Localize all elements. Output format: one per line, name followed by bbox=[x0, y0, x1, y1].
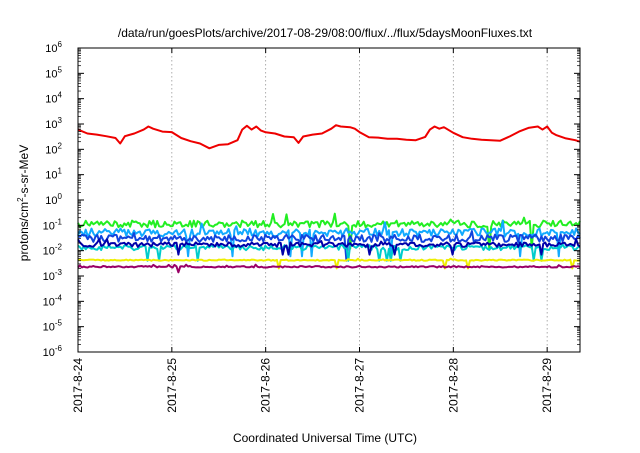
y-tick-label: 10-3 bbox=[43, 268, 63, 283]
x-axis-label: Coordinated Universal Time (UTC) bbox=[233, 431, 417, 445]
series-group bbox=[77, 124, 581, 274]
series-line-8 bbox=[77, 263, 581, 274]
y-tick-label: 101 bbox=[45, 167, 62, 182]
y-tick-label: 10-2 bbox=[43, 243, 63, 258]
series-line-4 bbox=[77, 230, 581, 262]
y-axis-label: protons/cm2-s-sr-MeV bbox=[16, 145, 31, 261]
y-tick-label: 104 bbox=[45, 91, 62, 106]
y-tick-label: 10-1 bbox=[43, 217, 63, 232]
y-tick-label: 102 bbox=[45, 141, 62, 156]
series-line-1 bbox=[77, 124, 581, 150]
series-line-3 bbox=[77, 219, 581, 258]
x-tick-label: 2017-8-27 bbox=[352, 358, 366, 413]
y-tick-label: 100 bbox=[45, 192, 62, 207]
y-tick-label: 106 bbox=[45, 40, 62, 55]
plot-frame bbox=[77, 47, 581, 353]
grid-lines bbox=[77, 48, 548, 352]
y-tick-label: 10-6 bbox=[43, 344, 63, 359]
x-tick-label: 2017-8-24 bbox=[71, 358, 85, 413]
series-line-5 bbox=[77, 243, 581, 262]
x-tick-label: 2017-8-28 bbox=[446, 358, 460, 413]
x-tick-label: 2017-8-26 bbox=[259, 358, 273, 413]
chart-title: /data/run/goesPlots/archive/2017-08-29/0… bbox=[118, 26, 533, 40]
y-axis-label-rest: -s-sr-MeV bbox=[17, 145, 31, 198]
x-tick-label: 2017-8-25 bbox=[165, 358, 179, 413]
y-tick-label: 10-5 bbox=[43, 319, 63, 334]
y-tick-label: 10-4 bbox=[43, 293, 63, 308]
y-axis-label-sup: 2 bbox=[16, 197, 25, 202]
series-line-6 bbox=[77, 238, 581, 256]
series-line-7 bbox=[77, 257, 581, 270]
y-tick-label: 105 bbox=[45, 65, 62, 80]
x-tick-label: 2017-8-29 bbox=[540, 358, 554, 413]
y-tick-label: 103 bbox=[45, 116, 62, 131]
series-line-2 bbox=[77, 212, 581, 250]
axes: 2017-8-24 2017-8-25 2017-8-26 2017-8-27 2017… bbox=[43, 40, 580, 413]
y-axis-label-base: protons/cm bbox=[17, 202, 31, 261]
